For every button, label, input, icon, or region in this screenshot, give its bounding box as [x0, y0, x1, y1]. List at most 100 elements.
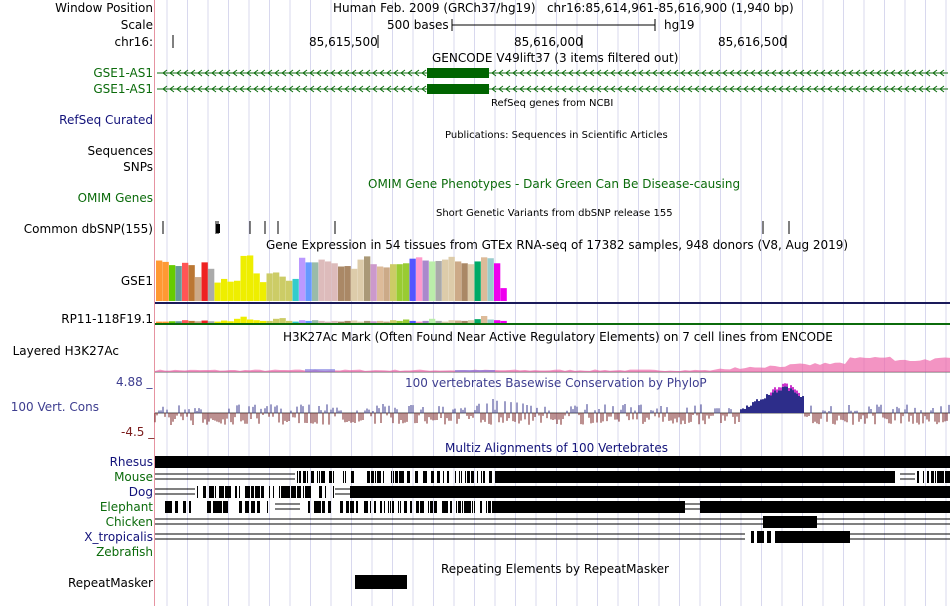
strand-arrow	[743, 69, 749, 77]
gtex-track[interactable]	[155, 254, 950, 326]
gtex-bar	[422, 320, 429, 323]
alignment-block	[203, 486, 205, 498]
strand-arrow	[694, 69, 700, 77]
dbsnp-track[interactable]	[155, 221, 950, 235]
h3k27ac-track[interactable]	[155, 350, 950, 374]
alignment-block	[323, 471, 325, 483]
gtex-bar	[383, 321, 390, 323]
dbsnp-label[interactable]: Common dbSNP(155)	[23, 222, 153, 236]
strand-arrow	[491, 69, 497, 77]
h3k27ac-label[interactable]: Layered H3K27Ac	[12, 344, 119, 358]
multiz-track-title[interactable]: Multiz Alignments of 100 Vertebrates	[445, 441, 669, 455]
alignment-block	[183, 501, 185, 513]
alignment-block	[390, 501, 391, 513]
alignment-block	[197, 456, 199, 468]
alignment-block	[512, 486, 513, 498]
gencode-item-label[interactable]: GSE1-AS1	[93, 66, 153, 80]
strand-arrow	[225, 85, 231, 93]
alignment-block	[407, 471, 409, 483]
gtex-bar	[429, 261, 436, 301]
phylop-label[interactable]: 100 Vert. Cons	[10, 400, 99, 414]
phylop-track[interactable]	[154, 380, 950, 440]
scale-bar	[451, 19, 656, 31]
gtex-bar	[214, 321, 221, 323]
alignment-block	[417, 471, 418, 483]
repeatmasker-label[interactable]: RepeatMasker	[67, 576, 153, 590]
assembly-label: hg19	[664, 18, 695, 32]
strand-arrow	[701, 69, 707, 77]
multiz-track[interactable]	[155, 455, 950, 559]
strand-arrow	[806, 69, 812, 77]
alignment-block	[225, 456, 228, 468]
omim-track-title[interactable]: OMIM Gene Phenotypes - Dark Green Can Be…	[368, 177, 741, 191]
strand-arrow	[645, 85, 651, 93]
refseq-track-title[interactable]: RefSeq genes from NCBI	[491, 98, 614, 109]
gencode-track-title[interactable]: GENCODE V49lift37 (3 items filtered out)	[432, 51, 679, 65]
strand-arrow	[302, 85, 308, 93]
alignment-block	[941, 471, 944, 483]
strand-arrow	[344, 85, 350, 93]
strand-arrow	[806, 85, 812, 93]
gencode-track[interactable]	[155, 66, 950, 98]
refseq-curated-label[interactable]: RefSeq Curated	[59, 113, 153, 127]
alignment-block	[945, 471, 947, 483]
alignment-block	[209, 486, 211, 498]
snp-tick	[216, 224, 220, 233]
publications-snps-label[interactable]: SNPs	[123, 160, 153, 174]
alignment-block	[484, 486, 485, 498]
alignment-block	[189, 501, 191, 513]
multiz-species-label[interactable]: Mouse	[114, 470, 153, 484]
strand-arrow	[211, 85, 217, 93]
alignment-block	[489, 471, 491, 483]
alignment-block	[494, 501, 495, 513]
publications-sequences-label[interactable]: Sequences	[87, 144, 153, 158]
strand-arrow	[722, 85, 728, 93]
phylop-track-title[interactable]: 100 vertebrates Basewise Conservation by…	[405, 376, 707, 390]
multiz-species-label[interactable]: Zebrafish	[96, 545, 153, 559]
repeatmasker-track-title[interactable]: Repeating Elements by RepeatMasker	[441, 562, 669, 576]
alignment-block	[410, 501, 412, 513]
strand-arrow	[729, 85, 735, 93]
repeatmasker-track[interactable]	[355, 575, 409, 589]
h3k27ac-track-title[interactable]: H3K27Ac Mark (Often Found Near Active Re…	[283, 330, 833, 344]
alignment-block	[486, 501, 487, 513]
omim-genes-label[interactable]: OMIM Genes	[77, 191, 153, 205]
gtex-bar	[266, 320, 273, 323]
strand-arrow	[827, 85, 833, 93]
dbsnp-track-title[interactable]: Short Genetic Variants from dbSNP releas…	[436, 208, 673, 219]
gtex-bar	[201, 262, 208, 301]
alignment-block	[235, 486, 237, 498]
multiz-species-label[interactable]: Dog	[128, 485, 153, 499]
gtex-bar	[182, 320, 189, 323]
alignment-block	[155, 456, 950, 468]
gtex-bar	[357, 321, 364, 323]
alignment-block	[366, 501, 368, 513]
strand-arrow	[281, 85, 287, 93]
gtex-track-title[interactable]: Gene Expression in 54 tissues from GTEx …	[266, 238, 849, 252]
strand-arrow	[225, 69, 231, 77]
strand-arrow	[932, 69, 938, 77]
alignment-block	[299, 471, 301, 483]
strand-arrow	[918, 69, 924, 77]
strand-arrow	[624, 85, 630, 93]
multiz-species-label[interactable]: Chicken	[105, 515, 153, 529]
alignment-block	[455, 471, 456, 483]
alignment-block	[725, 456, 728, 468]
alignment-block	[169, 501, 172, 513]
multiz-species-label[interactable]: X_tropicalis	[84, 530, 153, 544]
gencode-item-label[interactable]: GSE1-AS1	[93, 82, 153, 96]
gtex-bar	[481, 257, 488, 301]
multiz-species-label[interactable]: Elephant	[99, 500, 153, 514]
position-ruler	[172, 35, 787, 48]
gtex-gene-label[interactable]: GSE1	[120, 274, 153, 288]
alignment-block	[303, 471, 305, 483]
alignment-block	[167, 501, 169, 513]
alignment-block	[287, 486, 290, 498]
gtex-bar	[253, 273, 260, 301]
alignment-block	[303, 486, 304, 498]
multiz-species-label[interactable]: Rhesus	[109, 455, 153, 469]
strand-arrow	[232, 69, 238, 77]
strand-arrow	[617, 69, 623, 77]
publications-track-title[interactable]: Publications: Sequences in Scientific Ar…	[445, 130, 668, 141]
gtex-gene-label[interactable]: RP11-118F19.1	[61, 312, 153, 326]
